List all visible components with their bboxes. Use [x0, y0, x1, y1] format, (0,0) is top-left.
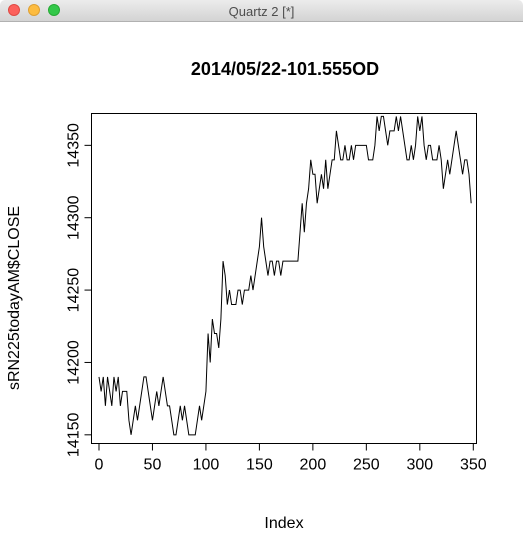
y-tick-label: 14200 — [66, 340, 83, 385]
x-tick-label: 50 — [144, 457, 162, 474]
chart-title: 2014/05/22-101.555OD — [191, 59, 379, 79]
y-tick-label: 14300 — [66, 195, 83, 240]
window-title: Quartz 2 [*] — [228, 4, 295, 19]
y-tick-label: 14350 — [66, 123, 83, 168]
x-tick-label: 200 — [300, 457, 327, 474]
y-tick-label: 14150 — [66, 412, 83, 457]
close-window-button[interactable] — [8, 4, 20, 16]
plot-frame — [91, 113, 477, 444]
line-chart: 2014/05/22-101.555OD 0 50 100 150 200 250 300 3… — [6, 59, 487, 532]
x-axis: 0 50 100 150 200 250 300 350 — [95, 443, 487, 474]
y-tick-label: 14250 — [66, 268, 83, 313]
x-axis-label: Index — [264, 515, 303, 532]
x-tick-label: 0 — [95, 457, 104, 474]
y-axis: 14150 14200 14250 14300 14350 — [66, 123, 92, 457]
zoom-window-button[interactable] — [48, 4, 60, 16]
x-tick-label: 100 — [193, 457, 220, 474]
x-tick-label: 350 — [460, 457, 487, 474]
x-tick-label: 300 — [406, 457, 433, 474]
x-tick-label: 150 — [246, 457, 273, 474]
series-line — [98, 115, 472, 436]
title-bar[interactable]: Quartz 2 [*] — [0, 0, 523, 22]
minimize-window-button[interactable] — [28, 4, 40, 16]
x-tick-label: 250 — [353, 457, 380, 474]
y-axis-label: sRN225todayAM$CLOSE — [6, 206, 23, 390]
